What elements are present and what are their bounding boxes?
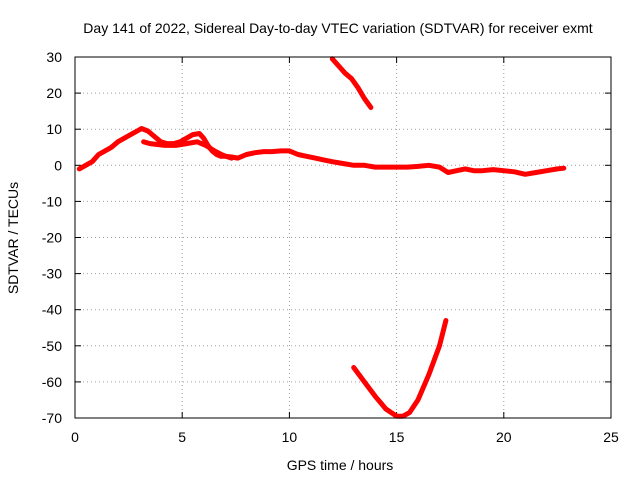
x-tick-label: 5: [178, 429, 186, 445]
y-tick-label: -20: [42, 230, 62, 246]
x-tick-label: 20: [496, 429, 512, 445]
series-upper-segment: [329, 56, 374, 110]
y-tick-label: 10: [46, 121, 62, 137]
series-layer: [76, 56, 567, 419]
y-tick-label: -30: [42, 266, 62, 282]
grid-layer: [75, 57, 611, 418]
x-tick-label: 25: [603, 429, 619, 445]
y-tick-label: -50: [42, 338, 62, 354]
x-tick-label: 15: [389, 429, 405, 445]
series-main-trace: [76, 126, 567, 177]
series-secondary-trace: [141, 139, 234, 161]
y-tick-label: 30: [46, 49, 62, 65]
x-axis-label: GPS time / hours: [287, 457, 394, 473]
y-tick-label: 0: [54, 157, 62, 173]
chart-title: Day 141 of 2022, Sidereal Day-to-day VTE…: [83, 20, 592, 36]
y-tick-label: -70: [42, 410, 62, 426]
y-tick-label: -40: [42, 302, 62, 318]
x-tick-label: 0: [71, 429, 79, 445]
y-tick-label: -10: [42, 193, 62, 209]
series-lower-segment: [351, 318, 449, 419]
y-tick-label: -60: [42, 374, 62, 390]
axis-layer: 0 5 10 15 20 25 -70 -60 -50 -40 -30 -20 -10 0 10 20 30: [42, 49, 619, 445]
y-axis-label: SDTVAR / TECUs: [5, 182, 21, 294]
x-tick-label: 10: [282, 429, 298, 445]
plot-frame: [74, 56, 612, 419]
y-tick-label: 20: [46, 85, 62, 101]
